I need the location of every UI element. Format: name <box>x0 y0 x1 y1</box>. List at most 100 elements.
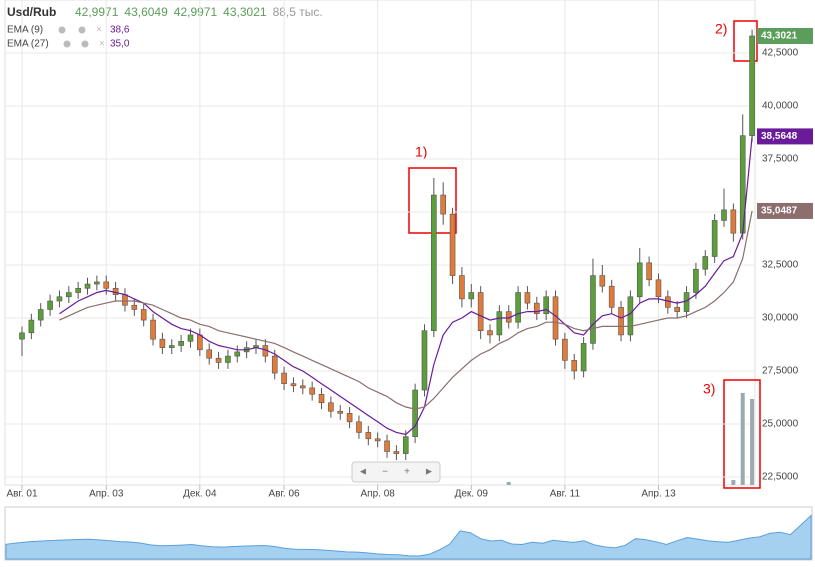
candle-body <box>206 349 212 359</box>
candle-body <box>66 292 72 298</box>
candle-body <box>84 283 91 289</box>
price-badge <box>757 202 813 219</box>
candle-body <box>646 262 652 281</box>
x-tick-label: Дек. 09 <box>455 489 489 500</box>
quote-value: 43,6049 <box>124 5 168 19</box>
candle-body <box>281 372 287 384</box>
legend-icons: × × <box>58 25 105 50</box>
quote-volume: 88,5 тыс. <box>273 5 323 19</box>
candle-body <box>618 307 624 336</box>
symbol: Usd/Rub <box>7 5 56 19</box>
candle-body <box>477 292 484 331</box>
candle-body <box>412 389 418 437</box>
candle-body <box>122 294 128 306</box>
volume-bar <box>750 399 755 485</box>
candle-body <box>683 292 690 312</box>
scroll-button[interactable]: ◄ <box>358 467 368 478</box>
x-tick-label: Апр. 13 <box>641 489 676 500</box>
candle-body <box>393 451 400 454</box>
y-tick-label: 27,5000 <box>762 366 799 377</box>
volume-bar <box>731 480 736 485</box>
candle-body <box>468 292 475 300</box>
price-badge-label: 43,3021 <box>761 31 798 42</box>
svg-text:×: × <box>99 39 105 50</box>
quote-value: 42,9971 <box>75 5 119 19</box>
candle-body <box>711 220 718 257</box>
price-badge-label: 38,5648 <box>761 131 798 142</box>
y-tick-label: 25,0000 <box>762 419 799 430</box>
candle-body <box>693 268 699 293</box>
candle-body <box>150 319 156 340</box>
price-badge-label: 35,0487 <box>761 206 798 217</box>
candle-body <box>580 343 587 372</box>
candle-body <box>655 279 662 298</box>
candle-body <box>271 355 278 374</box>
annotation: 3) <box>703 381 715 397</box>
candle-body <box>234 351 241 357</box>
x-tick-label: Авг. 01 <box>6 489 38 500</box>
x-tick-label: Апр. 03 <box>89 489 124 500</box>
candle-body <box>665 296 671 308</box>
candle-body <box>94 281 100 285</box>
candle-body <box>309 387 315 395</box>
legend-value: 35,0 <box>110 39 130 50</box>
annotation: 1) <box>415 144 427 160</box>
candle-body <box>178 340 184 346</box>
candle-body <box>112 287 119 295</box>
candle-body <box>168 345 175 348</box>
volume-bar <box>740 393 745 485</box>
candle-body <box>346 413 353 423</box>
candle-body <box>328 402 334 412</box>
navigator-area <box>5 514 812 560</box>
legend-value: 38,6 <box>110 25 130 36</box>
x-tick-label: Авг. 06 <box>269 489 301 500</box>
candle-body <box>37 309 44 321</box>
scroll-button[interactable]: + <box>404 467 410 478</box>
candle-body <box>159 338 166 348</box>
candle-body <box>730 209 737 234</box>
price-badge <box>757 128 813 145</box>
candle-body <box>515 292 521 323</box>
ema-line <box>59 210 753 410</box>
candle-body <box>374 438 381 442</box>
candle-body <box>496 311 503 336</box>
candle-body <box>197 334 203 351</box>
candle-body <box>721 209 727 221</box>
candle-body <box>533 302 540 315</box>
y-tick-label: 32,5000 <box>762 260 799 271</box>
candle-body <box>318 393 325 404</box>
candle-body <box>524 292 531 304</box>
candle-body <box>140 309 147 321</box>
candle-body <box>215 357 222 363</box>
candle-body <box>449 213 456 276</box>
price-badge <box>757 27 813 44</box>
candle-body <box>674 307 681 312</box>
candle-body <box>384 440 390 452</box>
y-tick-label: 37,5000 <box>762 154 799 165</box>
scroll-button[interactable]: ► <box>424 467 434 478</box>
candle-body <box>571 360 578 372</box>
candle-body <box>421 330 428 391</box>
y-tick-label: 42,5000 <box>762 48 799 59</box>
candle-body <box>290 383 297 387</box>
x-tick-label: Дек. 04 <box>183 489 217 500</box>
ema-line <box>59 136 753 436</box>
candle-body <box>702 256 709 270</box>
candle-body <box>365 432 372 440</box>
y-tick-label: 30,0000 <box>762 313 799 324</box>
candle-body <box>636 262 643 298</box>
candle-body <box>608 285 615 308</box>
quote-value: 42,9971 <box>174 5 218 19</box>
x-tick-label: Апр. 08 <box>361 489 396 500</box>
candle-body <box>103 281 110 289</box>
candle-body <box>431 194 437 331</box>
candle-body <box>749 35 755 136</box>
candle-body <box>131 304 138 310</box>
candle-body <box>28 319 35 334</box>
candle-body <box>337 410 344 414</box>
scroll-button[interactable]: − <box>382 467 388 478</box>
volume-bar <box>506 482 511 485</box>
candle-body <box>440 194 447 215</box>
candle-body <box>543 296 549 315</box>
